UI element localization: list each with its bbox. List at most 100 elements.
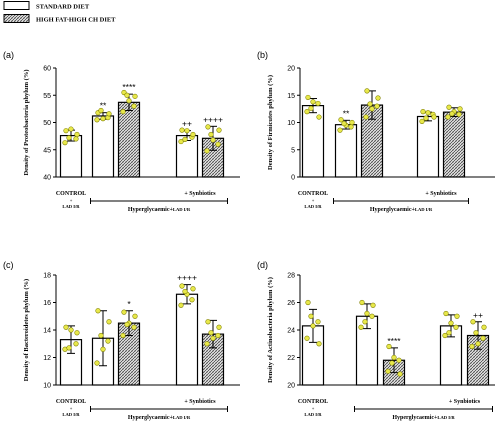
y-tick-label: 26 xyxy=(287,300,295,307)
data-point xyxy=(182,136,188,142)
legend: STANDARD DIET HIGH FAT-HIGH CH DIET xyxy=(3,1,116,24)
y-tick-label: 10 xyxy=(287,120,295,127)
data-point xyxy=(100,346,106,352)
y-tick-label: 28 xyxy=(287,273,295,280)
data-point xyxy=(443,310,449,317)
panels: (a) Density of Proteobacteria phylum (%) 4… xyxy=(3,50,495,421)
group-label-lad: LAD I/R xyxy=(62,412,80,417)
data-point xyxy=(469,343,475,350)
y-tick-label: 24 xyxy=(287,328,295,335)
data-point xyxy=(106,111,112,117)
data-point xyxy=(100,116,106,122)
y-tick-label: 50 xyxy=(43,120,51,127)
data-point xyxy=(386,343,392,350)
panel-2: (b) Density of Firmicutes phylum (%) 0 5 10 1… xyxy=(257,50,495,213)
group-label-synbiotics: + Synbiotics xyxy=(184,191,216,197)
data-point xyxy=(446,104,452,110)
data-point xyxy=(420,108,426,115)
data-point xyxy=(396,357,402,363)
data-point xyxy=(124,321,130,328)
data-point xyxy=(215,332,221,339)
legend-label-high-fat: HIGH FAT-HIGH CH DIET xyxy=(36,17,116,24)
data-point xyxy=(315,319,321,325)
data-point xyxy=(73,136,79,142)
data-point xyxy=(364,88,370,94)
data-point xyxy=(473,330,479,336)
panel-3: (c) Density of Bacteroidetes phylum (%) 10… xyxy=(3,260,240,421)
data-point xyxy=(305,299,311,306)
y-tick-label: 45 xyxy=(43,147,51,154)
data-point xyxy=(425,110,431,116)
data-point xyxy=(210,137,216,143)
data-point xyxy=(348,124,354,130)
group-label-lad: LAD I/R xyxy=(62,204,80,209)
y-tick-label: 16 xyxy=(43,300,51,307)
data-point xyxy=(178,302,184,308)
data-point xyxy=(367,101,373,107)
group-label-hyperglycaemic: Hyperglycaemic+LAD I/R xyxy=(128,415,191,421)
group-label-hyperglycaemic: Hyperglycaemic+LAD I/R xyxy=(370,207,433,213)
bar xyxy=(91,115,115,178)
bar xyxy=(416,115,440,178)
data-point xyxy=(190,131,196,138)
legend-label-standard: STANDARD DIET xyxy=(36,4,90,11)
data-point xyxy=(74,131,80,138)
data-point xyxy=(364,310,370,317)
group-label-plus: + xyxy=(70,406,73,411)
data-point xyxy=(73,341,79,347)
group-label-control: CONTROL xyxy=(298,399,328,405)
data-point xyxy=(397,371,403,377)
y-tick-label: 5 xyxy=(291,147,295,154)
legend-swatch-high-fat xyxy=(3,14,30,23)
y-tick-label: 15 xyxy=(287,93,295,100)
significance-label: ** xyxy=(343,108,350,118)
significance-label: ** xyxy=(100,101,107,111)
bar xyxy=(442,111,466,178)
y-axis-label: Density of Bacteroidetes phylum (%) xyxy=(23,279,30,381)
data-point xyxy=(475,341,481,347)
data-point xyxy=(315,100,321,107)
data-point xyxy=(446,330,452,336)
data-point xyxy=(74,330,80,336)
group-label-plus: + xyxy=(312,406,315,411)
data-point xyxy=(470,319,476,325)
data-point xyxy=(481,324,487,330)
bar xyxy=(334,124,358,178)
data-point xyxy=(210,335,216,341)
data-point xyxy=(208,131,214,138)
group-label-hyperglycaemic: Hyperglycaemic+LAD I/R xyxy=(128,207,191,213)
panel-4: (d) Density of Actinobacteria phylum (%) 2… xyxy=(257,260,495,421)
data-point xyxy=(98,107,104,114)
data-point xyxy=(389,360,395,366)
significance-label: **** xyxy=(387,336,401,346)
data-point xyxy=(442,332,448,339)
data-point xyxy=(106,319,112,325)
data-point xyxy=(369,106,375,112)
panel-label: (d) xyxy=(257,260,268,270)
data-point xyxy=(308,105,314,111)
y-tick-label: 12 xyxy=(43,355,51,362)
data-point xyxy=(179,127,185,133)
data-point xyxy=(304,108,310,115)
data-point xyxy=(454,313,460,319)
data-point xyxy=(121,309,127,315)
data-point xyxy=(215,141,221,147)
group-label-synbiotics: + Synbiotics xyxy=(449,399,481,405)
significance-label: ++++ xyxy=(203,114,223,124)
y-tick-label: 14 xyxy=(43,328,51,335)
significance-label: ++ xyxy=(182,119,192,129)
data-point xyxy=(341,120,347,127)
y-axis-label: Density of Firmicutes phylum (%) xyxy=(267,75,274,170)
data-point xyxy=(457,106,463,112)
legend-swatch-standard xyxy=(3,1,30,10)
data-point xyxy=(308,313,314,319)
group-label-lad: LAD I/R xyxy=(304,204,322,209)
data-point xyxy=(216,324,222,330)
data-point xyxy=(216,127,222,133)
data-point xyxy=(178,138,184,145)
group-label-control: CONTROL xyxy=(56,399,86,405)
data-point xyxy=(98,332,104,339)
data-point xyxy=(456,111,462,117)
y-tick-label: 20 xyxy=(287,383,295,390)
